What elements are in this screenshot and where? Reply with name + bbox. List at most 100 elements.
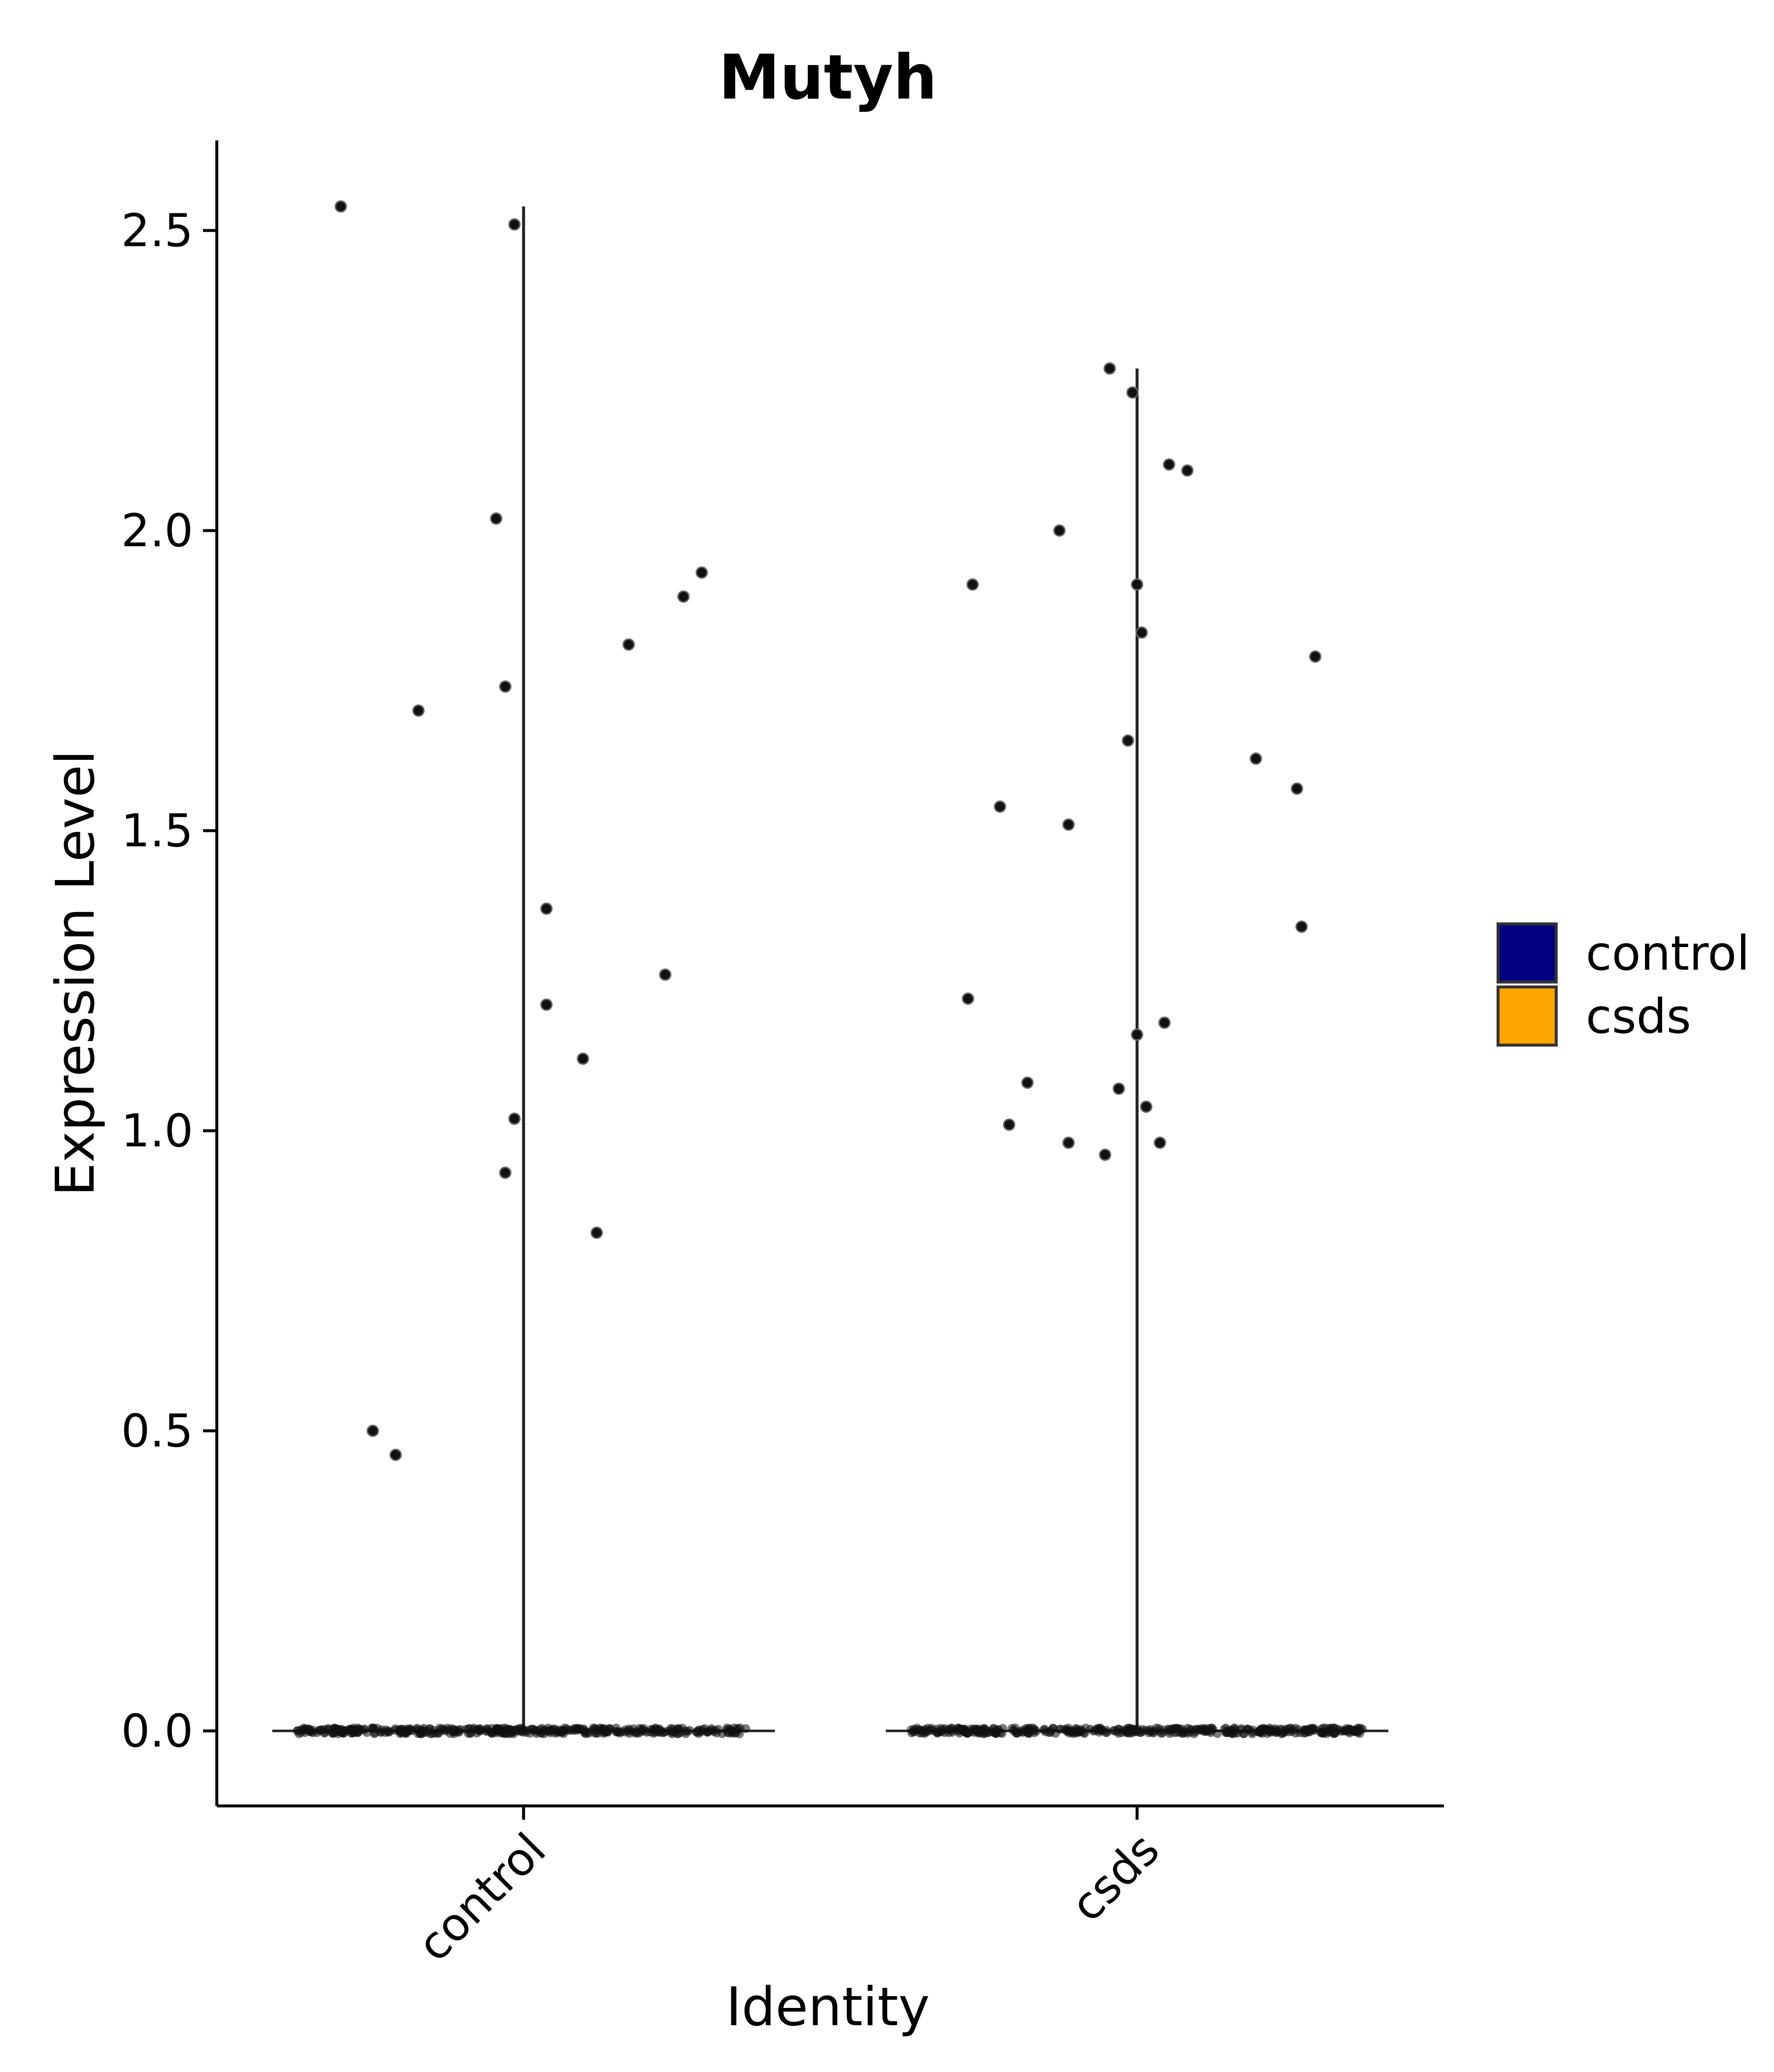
data-point-control-10: [540, 998, 553, 1011]
data-point-csds-3: [1181, 464, 1194, 477]
zero-point: [1239, 1729, 1248, 1738]
y-tick-label: 0.0: [121, 1705, 193, 1758]
data-point-csds-9: [1122, 734, 1134, 747]
zero-point: [1012, 1729, 1021, 1738]
data-point-control-11: [577, 1053, 589, 1065]
violin-group-control: [272, 200, 775, 1738]
data-point-csds-0: [1103, 362, 1116, 375]
zero-point: [355, 1725, 364, 1734]
data-point-control-13: [499, 1166, 512, 1179]
zero-point: [1358, 1725, 1367, 1734]
data-point-csds-21: [1003, 1119, 1016, 1131]
data-point-csds-14: [1295, 920, 1308, 933]
data-point-csds-7: [1135, 626, 1148, 639]
y-tick-label: 2.0: [121, 505, 193, 557]
data-point-control-2: [490, 512, 503, 525]
data-point-csds-16: [1158, 1017, 1171, 1029]
zero-point: [1258, 1725, 1267, 1734]
data-point-csds-12: [993, 800, 1006, 813]
zero-point: [1025, 1729, 1034, 1738]
zero-point: [549, 1724, 558, 1733]
zero-point: [669, 1727, 678, 1736]
zero-point: [590, 1729, 600, 1738]
zero-point: [989, 1728, 998, 1737]
zero-point: [680, 1726, 689, 1735]
zero-point: [1114, 1724, 1124, 1733]
axes: 0.0 0.5 1.0 1.5 2.0 2.5 control csds: [121, 140, 1444, 1971]
zero-point: [527, 1725, 536, 1733]
legend-label-csds: csds: [1586, 989, 1691, 1044]
zero-point: [1039, 1725, 1049, 1734]
violin-group-csds: [886, 362, 1389, 1738]
data-point-csds-11: [1291, 782, 1303, 795]
data-point-control-12: [508, 1112, 521, 1125]
data-point-control-0: [335, 200, 347, 213]
legend-swatch-control: [1497, 922, 1558, 984]
legend: control csds: [1497, 922, 1750, 1047]
zero-point: [605, 1724, 614, 1733]
zero-point: [473, 1725, 482, 1734]
zero-points-csds: [907, 1723, 1367, 1738]
y-tick-label: 1.5: [121, 805, 193, 857]
data-point-control-7: [412, 704, 425, 717]
zero-point: [339, 1729, 348, 1738]
zero-point: [724, 1729, 734, 1738]
zero-point: [651, 1724, 660, 1732]
zero-point: [707, 1725, 716, 1734]
data-point-control-9: [659, 968, 672, 981]
x-axis-title: Identity: [726, 1976, 930, 2038]
zero-point: [1102, 1728, 1111, 1737]
zero-point: [573, 1724, 582, 1733]
data-point-control-16: [389, 1449, 402, 1461]
zero-point: [461, 1725, 470, 1734]
x-tick-label-control: control: [408, 1823, 556, 1971]
zero-point: [487, 1724, 497, 1733]
data-point-csds-19: [1112, 1083, 1125, 1095]
zero-point: [416, 1729, 426, 1738]
zero-point: [1326, 1724, 1335, 1733]
data-point-control-6: [499, 680, 512, 693]
zero-point: [916, 1726, 925, 1735]
data-point-csds-2: [1162, 458, 1175, 471]
data-point-csds-1: [1126, 386, 1139, 399]
zero-point: [441, 1726, 450, 1735]
zero-point: [944, 1725, 953, 1734]
zero-point: [369, 1725, 378, 1733]
zero-point: [963, 1729, 972, 1738]
zero-point: [1165, 1727, 1174, 1736]
zero-point: [614, 1727, 623, 1736]
zero-point: [509, 1727, 518, 1736]
zero-point: [1340, 1726, 1350, 1735]
zero-point: [454, 1726, 463, 1735]
zero-points-control: [293, 1723, 751, 1738]
zero-point: [1248, 1729, 1257, 1738]
data-point-csds-17: [1131, 1028, 1143, 1041]
data-point-csds-24: [1099, 1149, 1112, 1161]
zero-point: [539, 1726, 548, 1735]
zero-point: [1080, 1729, 1089, 1738]
zero-point: [1309, 1724, 1318, 1733]
zero-point: [1278, 1729, 1288, 1738]
data-point-csds-10: [1250, 752, 1262, 765]
zero-point: [1178, 1729, 1187, 1738]
zero-point: [1187, 1725, 1196, 1734]
zero-point: [907, 1725, 916, 1734]
zero-point: [1200, 1724, 1209, 1733]
zero-point: [1135, 1728, 1145, 1737]
legend-swatch-csds: [1497, 985, 1558, 1047]
zero-point: [1285, 1724, 1295, 1733]
data-point-csds-6: [1131, 578, 1143, 591]
data-point-control-4: [677, 590, 690, 603]
zero-point: [1226, 1726, 1235, 1735]
y-axis-title: Expression Level: [45, 750, 106, 1196]
data-point-csds-15: [961, 992, 974, 1005]
zero-point: [1049, 1724, 1058, 1733]
zero-point: [640, 1726, 649, 1735]
zero-point: [394, 1725, 403, 1734]
zero-point: [320, 1729, 329, 1738]
data-point-control-1: [508, 218, 521, 231]
data-point-control-8: [540, 902, 553, 915]
plot-area: [272, 200, 1389, 1738]
